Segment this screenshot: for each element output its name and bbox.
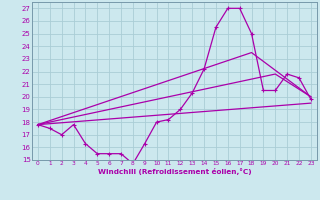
X-axis label: Windchill (Refroidissement éolien,°C): Windchill (Refroidissement éolien,°C) — [98, 168, 251, 175]
